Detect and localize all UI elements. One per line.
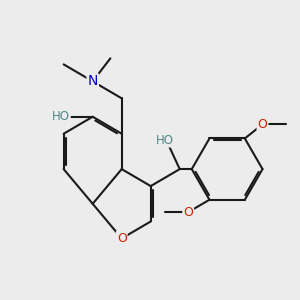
Text: HO: HO [52, 110, 70, 123]
Text: O: O [117, 232, 127, 245]
Text: N: N [88, 74, 98, 88]
Text: O: O [183, 206, 193, 219]
Text: HO: HO [155, 134, 173, 147]
Text: O: O [258, 118, 268, 131]
